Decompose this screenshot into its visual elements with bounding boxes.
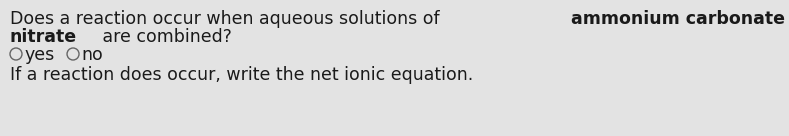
Text: are combined?: are combined?: [96, 28, 231, 46]
Text: ammonium carbonate: ammonium carbonate: [571, 10, 786, 28]
Text: Does a reaction occur when aqueous solutions of: Does a reaction occur when aqueous solut…: [10, 10, 445, 28]
Text: no: no: [81, 46, 103, 64]
Text: If a reaction does occur, write the net ionic equation.: If a reaction does occur, write the net …: [10, 66, 473, 84]
Text: nitrate: nitrate: [10, 28, 77, 46]
Text: yes: yes: [24, 46, 54, 64]
